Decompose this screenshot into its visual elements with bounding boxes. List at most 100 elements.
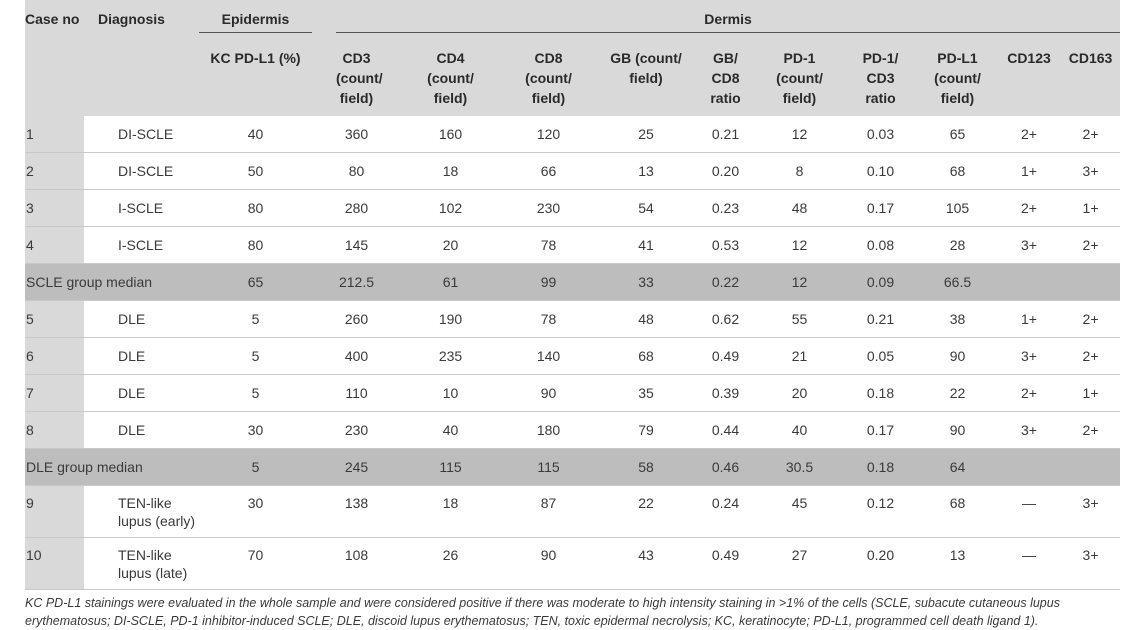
diagnosis-cell: I-SCLE [84, 189, 199, 227]
value-cell-cd163: 2+ [1061, 337, 1121, 375]
table-row: 3 I-SCLE 80 280 102 230 54 0.23 48 0.17 105 2+ 1+ [25, 189, 1121, 227]
case-number-cell: 1 [25, 116, 84, 153]
median-label: SCLE group median [25, 263, 199, 301]
case-number-cell: 3 [25, 189, 84, 227]
value-cell-cd3: 80 [312, 152, 401, 190]
value-cell-kc: 80 [199, 189, 312, 227]
value-cell-cd3: 138 [312, 485, 401, 538]
value-cell-cd8: 230 [500, 189, 597, 227]
value-cell-gbcd8: 0.21 [695, 116, 756, 153]
value-cell-cd4: 190 [401, 300, 500, 338]
value-cell-gb: 41 [597, 226, 695, 264]
case-number-cell: 6 [25, 337, 84, 375]
value-cell-cd163: 2+ [1061, 300, 1121, 338]
value-cell-cd123: 2+ [997, 116, 1061, 153]
value-cell-gbcd8: 0.49 [695, 537, 756, 590]
value-cell-gbcd8: 0.23 [695, 189, 756, 227]
value-cell-cd163 [1061, 448, 1121, 486]
header-cd163: CD163 [1068, 50, 1113, 66]
value-cell-gbcd8: 0.49 [695, 337, 756, 375]
table-row: 10 TEN-like lupus (late) 70 108 26 90 43 0.49 27… [25, 537, 1121, 590]
value-cell-pd1: 12 [756, 116, 843, 153]
value-cell-pdl1: 38 [918, 300, 997, 338]
value-cell-kc: 50 [199, 152, 312, 190]
value-cell-pdl1: 68 [918, 152, 997, 190]
value-cell-cd163: 2+ [1061, 116, 1121, 153]
value-cell-cd123: 3+ [997, 337, 1061, 375]
value-cell-cd3: 230 [312, 411, 401, 449]
header-epidermis: Epidermis [199, 0, 312, 41]
value-cell-cd4: 26 [401, 537, 500, 590]
header-diagnosis: Diagnosis [98, 11, 165, 27]
value-cell-cd3: 400 [312, 337, 401, 375]
value-cell-pd1: 30.5 [756, 448, 843, 486]
value-cell-kc: 30 [199, 411, 312, 449]
case-number-cell: 10 [25, 537, 84, 590]
value-cell-cd123: — [997, 537, 1061, 590]
value-cell-pdl1: 65 [918, 116, 997, 153]
value-cell-gbcd8: 0.62 [695, 300, 756, 338]
value-cell-pdl1: 28 [918, 226, 997, 264]
value-cell-gb: 25 [597, 116, 695, 153]
table-container: Case no Diagnosis Epidermis Dermis KC PD… [25, 0, 1121, 630]
value-cell-cd3: 245 [312, 448, 401, 486]
value-cell-cd123: 1+ [997, 152, 1061, 190]
value-cell-cd3: 280 [312, 189, 401, 227]
value-cell-cd8: 66 [500, 152, 597, 190]
header-pd1: PD-1 (count/ field) [776, 50, 823, 106]
header-dermis: Dermis [312, 0, 1121, 41]
value-cell-gb: 79 [597, 411, 695, 449]
value-cell-gb: 13 [597, 152, 695, 190]
value-cell-gbcd8: 0.39 [695, 374, 756, 412]
value-cell-cd4: 61 [401, 263, 500, 301]
value-cell-pd1cd3: 0.08 [843, 226, 918, 264]
value-cell-cd4: 115 [401, 448, 500, 486]
header-gb-cd8: GB/ CD8 ratio [710, 50, 741, 106]
header-case-no: Case no [25, 11, 80, 27]
value-cell-cd8: 78 [500, 226, 597, 264]
case-number-cell: 8 [25, 411, 84, 449]
value-cell-gb: 48 [597, 300, 695, 338]
diagnosis-cell: DLE [84, 374, 199, 412]
value-cell-kc: 70 [199, 537, 312, 590]
value-cell-pd1: 20 [756, 374, 843, 412]
value-cell-pdl1: 90 [918, 411, 997, 449]
value-cell-gbcd8: 0.46 [695, 448, 756, 486]
value-cell-kc: 5 [199, 374, 312, 412]
value-cell-cd3: 360 [312, 116, 401, 153]
value-cell-pd1cd3: 0.09 [843, 263, 918, 301]
value-cell-kc: 5 [199, 300, 312, 338]
value-cell-cd163: 2+ [1061, 411, 1121, 449]
value-cell-gb: 54 [597, 189, 695, 227]
value-cell-cd3: 110 [312, 374, 401, 412]
value-cell-pd1cd3: 0.20 [843, 537, 918, 590]
value-cell-pd1: 12 [756, 226, 843, 264]
table-footnote: KC PD-L1 stainings were evaluated in the… [25, 596, 1060, 628]
value-cell-pdl1: 90 [918, 337, 997, 375]
value-cell-cd163: 1+ [1061, 374, 1121, 412]
value-cell-cd123: 1+ [997, 300, 1061, 338]
value-cell-pdl1: 66.5 [918, 263, 997, 301]
value-cell-cd123 [997, 448, 1061, 486]
value-cell-cd3: 145 [312, 226, 401, 264]
value-cell-cd4: 160 [401, 116, 500, 153]
value-cell-cd163: 3+ [1061, 485, 1121, 538]
header-cd4: CD4 (count/ field) [427, 50, 474, 106]
value-cell-pd1cd3: 0.21 [843, 300, 918, 338]
case-number-cell: 5 [25, 300, 84, 338]
case-number-cell: 7 [25, 374, 84, 412]
value-cell-pd1cd3: 0.17 [843, 411, 918, 449]
table-header: Case no Diagnosis Epidermis Dermis KC PD… [25, 0, 1121, 116]
value-cell-pd1cd3: 0.05 [843, 337, 918, 375]
value-cell-pd1cd3: 0.18 [843, 448, 918, 486]
value-cell-cd8: 99 [500, 263, 597, 301]
value-cell-cd8: 115 [500, 448, 597, 486]
value-cell-kc: 80 [199, 226, 312, 264]
table-row: 4 I-SCLE 80 145 20 78 41 0.53 12 0.08 28 3+ 2+ [25, 226, 1121, 264]
value-cell-pd1: 12 [756, 263, 843, 301]
value-cell-pdl1: 13 [918, 537, 997, 590]
value-cell-cd163 [1061, 263, 1121, 301]
value-cell-kc: 30 [199, 485, 312, 538]
value-cell-cd3: 212.5 [312, 263, 401, 301]
value-cell-gb: 58 [597, 448, 695, 486]
